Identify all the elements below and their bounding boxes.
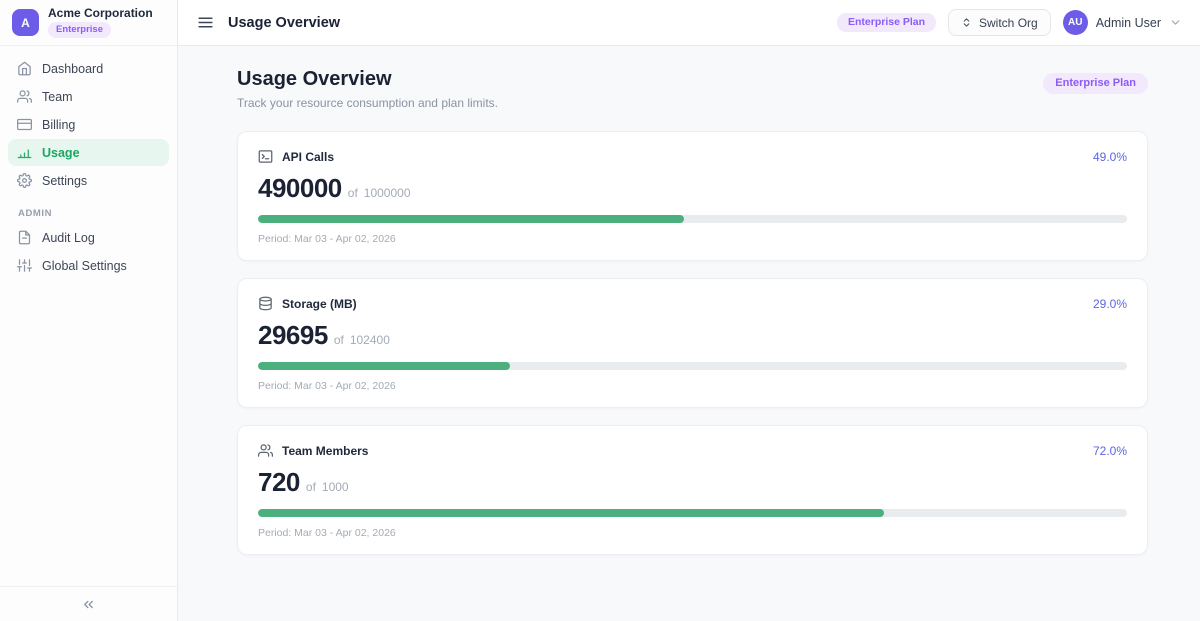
card-period: Period: Mar 03 - Apr 02, 2026 [258, 233, 396, 245]
progress-bar-fill [258, 509, 884, 517]
sidebar-admin-nav: Audit Log Global Settings [0, 224, 177, 279]
sidebar-item-usage[interactable]: Usage [8, 139, 169, 166]
card-top: API Calls 49.0% [258, 149, 1127, 164]
switch-org-label: Switch Org [979, 15, 1038, 30]
card-used-value: 490000 [258, 173, 342, 203]
hamburger-icon [197, 14, 214, 31]
card-label-wrap: API Calls [258, 149, 334, 164]
sidebar-item-billing[interactable]: Billing [8, 111, 169, 138]
file-text-icon [17, 230, 32, 245]
progress-bar-track [258, 362, 1127, 370]
progress-bar-track [258, 215, 1127, 223]
sidebar-item-global-settings[interactable]: Global Settings [8, 252, 169, 279]
users-icon [17, 89, 32, 104]
user-menu[interactable]: AU Admin User [1062, 10, 1182, 35]
org-meta: Acme Corporation Enterprise [48, 7, 153, 38]
credit-card-icon [17, 117, 32, 132]
usage-card-team-members: Team Members 72.0% 720 of 1000 Period: M… [237, 425, 1148, 555]
card-percent: 49.0% [1092, 149, 1127, 164]
content: Usage Overview Track your resource consu… [178, 46, 1200, 555]
switch-org-button[interactable]: Switch Org [948, 9, 1051, 36]
sidebar: A Acme Corporation Enterprise Dashboard … [0, 0, 178, 621]
org-name: Acme Corporation [48, 6, 153, 21]
sidebar-item-label: Billing [42, 117, 76, 132]
users-icon [258, 443, 273, 458]
card-label-wrap: Storage (MB) [258, 296, 357, 311]
card-value-row: 490000 of 1000000 [258, 173, 1127, 204]
progress-bar-fill [258, 215, 684, 223]
progress-bar-track [258, 509, 1127, 517]
chevrons-up-down-icon [961, 17, 972, 28]
sidebar-item-dashboard[interactable]: Dashboard [8, 55, 169, 82]
card-used-value: 29695 [258, 320, 328, 350]
sidebar-item-label: Audit Log [42, 230, 95, 245]
double-chevron-left-icon [81, 597, 96, 612]
sidebar-item-team[interactable]: Team [8, 83, 169, 110]
sidebar-item-audit-log[interactable]: Audit Log [8, 224, 169, 251]
collapse-sidebar-button[interactable] [75, 592, 103, 616]
plan-badge: Enterprise Plan [1043, 73, 1148, 95]
card-period: Period: Mar 03 - Apr 02, 2026 [258, 380, 396, 392]
card-used-value: 720 [258, 467, 300, 497]
card-of-label: of [333, 333, 344, 347]
sidebar-item-label: Dashboard [42, 61, 104, 76]
page-head-text: Usage Overview Track your resource consu… [237, 67, 498, 110]
sidebar-item-label: Settings [42, 173, 88, 188]
topbar-plan-badge: Enterprise Plan [836, 13, 937, 32]
main-column: Usage Overview Enterprise Plan Switch Or… [178, 0, 1200, 621]
usage-card-storage: Storage (MB) 29.0% 29695 of 102400 Perio… [237, 278, 1148, 408]
card-limit-value: 102400 [349, 333, 390, 347]
card-percent: 72.0% [1092, 443, 1127, 458]
sidebar-nav: Dashboard Team Billing Usage [0, 46, 177, 194]
card-period: Period: Mar 03 - Apr 02, 2026 [258, 527, 396, 539]
card-label: Storage (MB) [282, 296, 357, 311]
usage-cards: API Calls 49.0% 490000 of 1000000 Period… [237, 131, 1148, 555]
card-label: API Calls [282, 149, 335, 164]
hamburger-menu-button[interactable] [194, 12, 216, 34]
card-limit-value: 1000 [321, 480, 349, 494]
card-label: Team Members [282, 443, 369, 458]
progress-bar-fill [258, 362, 510, 370]
gear-icon [17, 173, 32, 188]
page-head: Usage Overview Track your resource consu… [237, 67, 1148, 110]
card-of-label: of [347, 186, 358, 200]
topbar-title: Usage Overview [228, 14, 341, 31]
admin-section-label: ADMIN [18, 208, 53, 219]
card-value-row: 29695 of 102400 [258, 320, 1127, 351]
topbar-right: Enterprise Plan Switch Org AU Admin User [836, 9, 1182, 36]
topbar: Usage Overview Enterprise Plan Switch Or… [178, 0, 1200, 46]
user-name: Admin User [1095, 15, 1161, 30]
org-header: A Acme Corporation Enterprise [0, 0, 177, 46]
card-value-row: 720 of 1000 [258, 467, 1127, 498]
bar-chart-icon [17, 145, 32, 160]
sidebar-item-label: Global Settings [42, 258, 127, 273]
card-label-wrap: Team Members [258, 443, 368, 458]
page-subtitle: Track your resource consumption and plan… [237, 96, 498, 110]
card-top: Team Members 72.0% [258, 443, 1127, 458]
org-plan-badge: Enterprise [48, 22, 111, 38]
sliders-icon [17, 258, 32, 273]
org-avatar: A [12, 9, 39, 36]
database-icon [258, 296, 273, 311]
card-percent: 29.0% [1092, 296, 1127, 311]
page-title: Usage Overview [237, 68, 392, 90]
card-of-label: of [305, 480, 316, 494]
chevron-down-icon [1169, 16, 1182, 29]
usage-card-api-calls: API Calls 49.0% 490000 of 1000000 Period… [237, 131, 1148, 261]
card-top: Storage (MB) 29.0% [258, 296, 1127, 311]
card-limit-value: 1000000 [363, 186, 411, 200]
sidebar-item-settings[interactable]: Settings [8, 167, 169, 194]
home-icon [17, 61, 32, 76]
sidebar-item-label: Usage [42, 145, 80, 160]
sidebar-footer [0, 586, 177, 621]
user-avatar: AU [1062, 10, 1088, 35]
sidebar-item-label: Team [42, 89, 73, 104]
terminal-icon [258, 149, 273, 164]
